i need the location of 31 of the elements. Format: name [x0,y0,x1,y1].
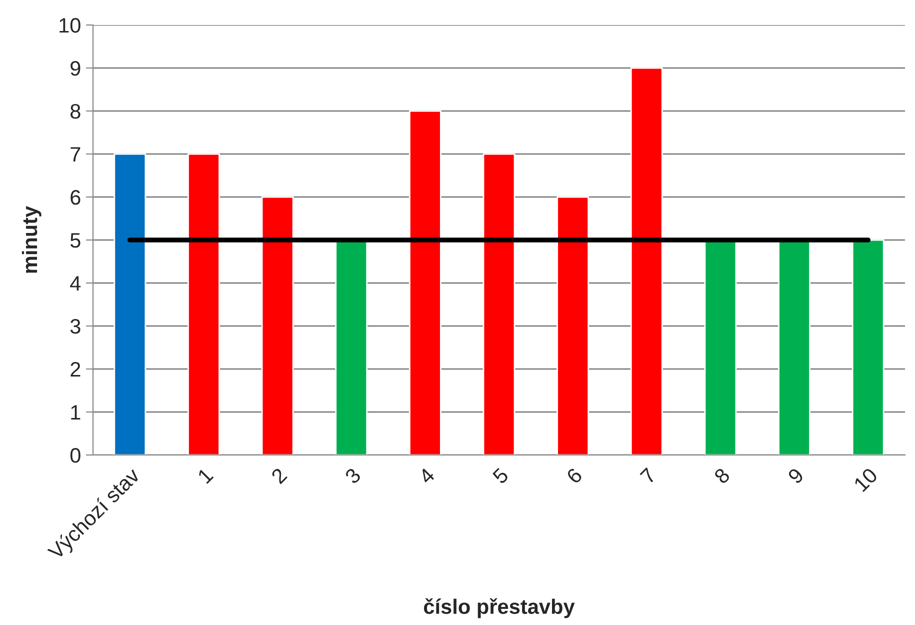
x-axis-title: číslo přestavby [424,598,575,618]
bar [852,239,884,455]
y-tick-label: 6 [70,190,80,205]
y-axis-title: minuty [22,206,42,273]
x-tick-label: 10 [853,467,878,492]
x-tick-label: 3 [344,467,362,485]
bar [556,196,590,455]
y-tick-label: 4 [70,276,81,291]
y-tick-label: 8 [70,104,80,119]
y-tick-label: 2 [70,362,80,377]
y-tick-label: 3 [70,319,80,334]
y-tick-label: 7 [70,147,80,162]
bar [482,153,516,455]
x-tick-label: 5 [492,467,510,485]
x-tick-label: 1 [197,467,214,484]
y-tick-label: 0 [70,448,80,463]
x-tick-label: 4 [418,467,436,485]
y-tick-label: 5 [70,233,80,248]
bar [114,153,146,455]
x-tick-label: 8 [713,467,731,484]
bar [630,67,663,455]
bar [261,196,294,455]
y-tick-label: 9 [70,61,80,76]
bar [188,153,220,455]
y-tick-label: 10 [60,18,80,33]
x-tick-label: 9 [787,467,804,484]
x-tick-label: 7 [640,467,657,484]
bar [408,110,442,455]
x-tick-label: 6 [566,467,583,484]
x-tick-label: 2 [270,467,288,484]
y-tick-label: 1 [71,405,80,420]
